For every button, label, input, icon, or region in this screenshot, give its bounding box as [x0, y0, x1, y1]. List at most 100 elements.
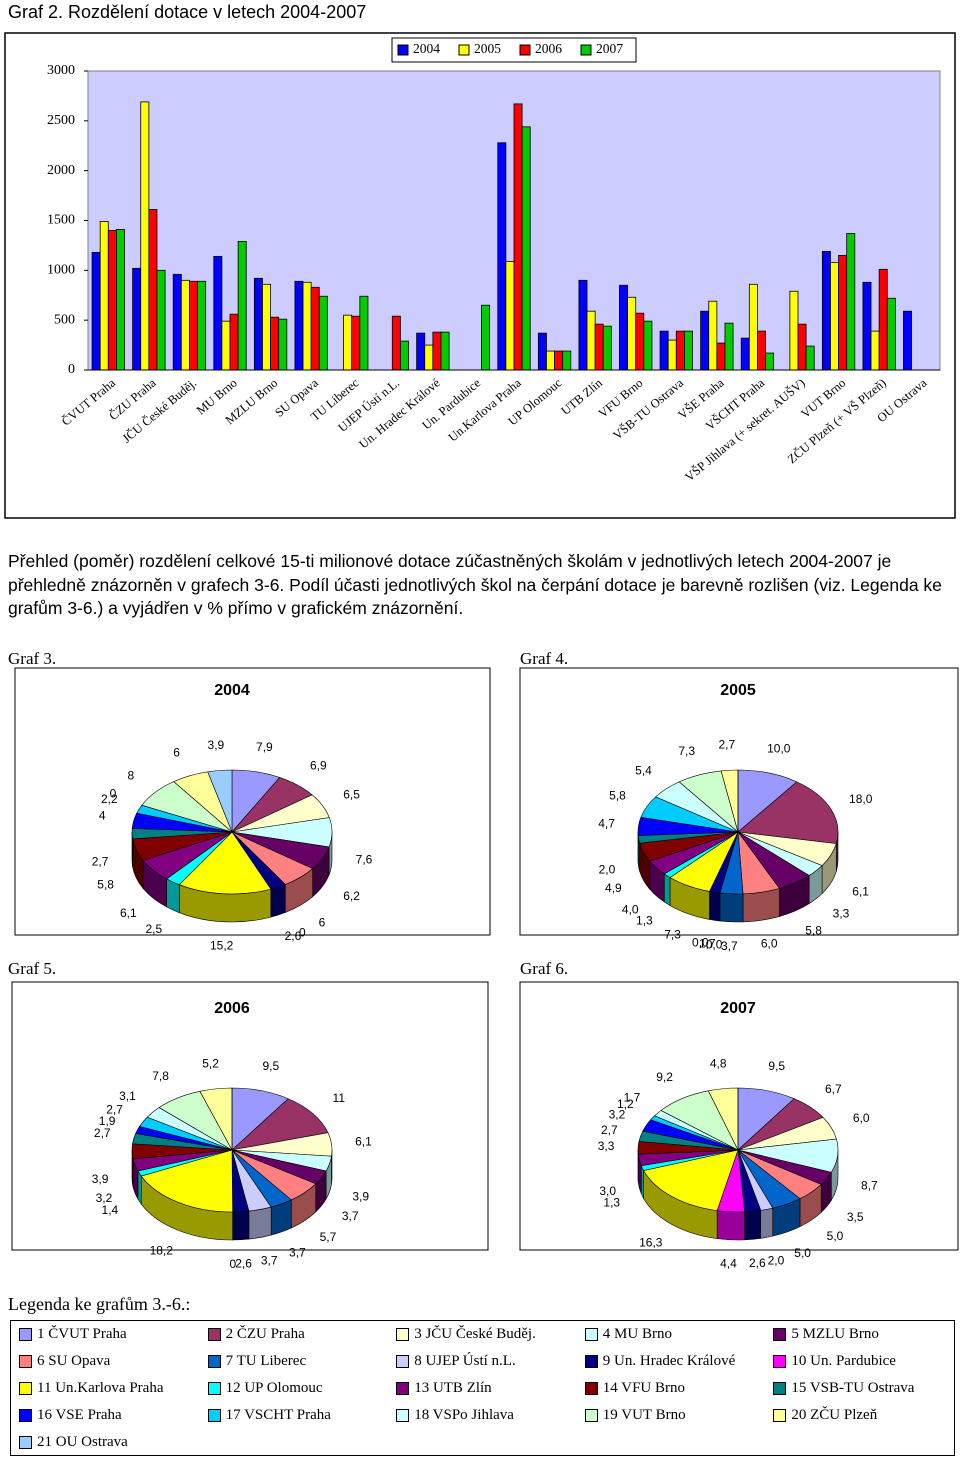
legend-label: 9 Un. Hradec Králové: [602, 1353, 736, 1369]
data-label: 7,9: [256, 740, 273, 754]
data-label: 4,9: [605, 881, 622, 895]
data-label: 3,2: [96, 1191, 113, 1205]
legend-label: 1 ČVUT Praha: [37, 1326, 127, 1342]
bar: [594, 323, 604, 371]
bar: [302, 281, 312, 371]
legend-label: 2005: [474, 41, 501, 56]
legend-swatch: [458, 44, 470, 56]
bar: [148, 209, 158, 371]
bar: [724, 322, 734, 371]
pie-side: [760, 1207, 774, 1239]
legend-label: 14 VFU Brno: [602, 1380, 686, 1396]
bar: [197, 280, 207, 371]
caption: Graf 5.: [8, 959, 56, 978]
data-label: 2,0: [768, 1253, 785, 1267]
data-label: 6,0: [853, 1111, 870, 1125]
bar: [903, 310, 913, 371]
data-label: 9,5: [262, 1059, 279, 1073]
data-label: 1,7: [624, 1090, 641, 1104]
legend-swatch: [19, 1355, 32, 1368]
pie-title: 2005: [720, 682, 756, 699]
legend-swatch: [773, 1328, 787, 1341]
legend-label: 3 JČU České Buděj.: [414, 1326, 536, 1342]
y-tick-label: 0: [68, 362, 75, 377]
bar: [521, 126, 531, 371]
legend-label: 11 Un.Karlova Praha: [37, 1380, 164, 1396]
bar: [878, 268, 888, 371]
legend-label: 20 ZČU Plzeň: [791, 1407, 878, 1423]
legend-item: 10 Un. Pardubice: [765, 1348, 954, 1375]
bar: [602, 325, 612, 371]
legend-label: 16 VSE Praha: [37, 1407, 122, 1423]
legend-item: 7 TU Liberec: [200, 1348, 389, 1375]
legend-label: 19 VUT Brno: [602, 1407, 686, 1423]
bar: [424, 344, 434, 371]
legend-label: 18 VSPo Jihlava: [414, 1407, 514, 1423]
legend-item: 13 UTB Zlín: [388, 1375, 577, 1402]
bar: [821, 250, 831, 371]
data-label: 18,2: [150, 1243, 174, 1257]
bar: [237, 241, 247, 371]
legend-table: 1 ČVUT Praha 2 ČZU Praha 3 JČU České Buděj…: [10, 1320, 955, 1456]
legend-swatch: [773, 1409, 787, 1422]
legend-label: 8 UJEP Ústí n.L.: [414, 1353, 516, 1369]
legend-label: 2004: [413, 41, 440, 56]
data-label: 9,5: [768, 1059, 785, 1073]
legend-item: 17 VSCHT Praha: [200, 1402, 389, 1429]
legend-item: 11 Un.Karlova Praha: [11, 1375, 200, 1402]
data-label: 2,5: [145, 922, 162, 936]
data-label: 6,0: [761, 937, 778, 951]
legend-item: 5 MZLU Brno: [765, 1321, 954, 1348]
legend-swatch: [580, 44, 592, 56]
caption: Graf 6.: [520, 959, 568, 978]
legend-swatch: [207, 1355, 221, 1368]
data-label: 16,3: [639, 1235, 663, 1249]
bar: [870, 330, 880, 371]
bar: [846, 233, 856, 371]
data-label: 7,3: [678, 744, 695, 758]
bar: [886, 297, 896, 371]
data-label: 7,3: [664, 928, 681, 942]
bar: [99, 221, 109, 371]
legend-swatch: [773, 1355, 787, 1368]
data-label: 3,9: [352, 1189, 369, 1203]
bar: [586, 310, 596, 371]
legend-label: 7 TU Liberec: [225, 1353, 307, 1369]
bar: [189, 280, 198, 371]
bar: [513, 103, 523, 371]
bar: [562, 350, 572, 371]
data-label: 3,0: [599, 1184, 616, 1198]
data-label: 5,0: [794, 1246, 811, 1260]
data-label: 0: [299, 926, 306, 940]
bar: [684, 330, 693, 371]
data-label: 11: [333, 1091, 346, 1105]
data-label: 2,6: [285, 929, 302, 943]
bar: [554, 350, 564, 371]
bar: [253, 277, 263, 371]
data-label: 6,2: [343, 889, 360, 903]
bar: [270, 316, 280, 371]
bar: [416, 332, 426, 371]
legend-label: 4 MU Brno: [602, 1326, 672, 1342]
bar: [546, 350, 555, 371]
data-label: 2,6: [235, 1257, 252, 1271]
data-label: 5,4: [635, 764, 652, 778]
data-label: 6: [173, 745, 180, 759]
data-label: 2,7: [106, 1103, 123, 1117]
legend-swatch: [584, 1382, 598, 1395]
legend-item: 1 ČVUT Praha: [11, 1321, 200, 1348]
legend-item: 19 VUT Brno: [577, 1402, 766, 1429]
legend-label: 6 SU Opava: [37, 1353, 111, 1369]
data-label: 6,5: [343, 787, 360, 801]
bar: [765, 352, 775, 371]
pie-side: [232, 1210, 250, 1241]
legend-label: 13 UTB Zlín: [414, 1380, 492, 1396]
bar: [432, 331, 442, 371]
bar: [172, 273, 182, 371]
legend-item: 8 UJEP Ústí n.L.: [388, 1348, 577, 1375]
bar: [497, 142, 507, 371]
bar: [748, 283, 758, 371]
data-label: 5,8: [805, 923, 822, 937]
bar: [838, 254, 848, 371]
